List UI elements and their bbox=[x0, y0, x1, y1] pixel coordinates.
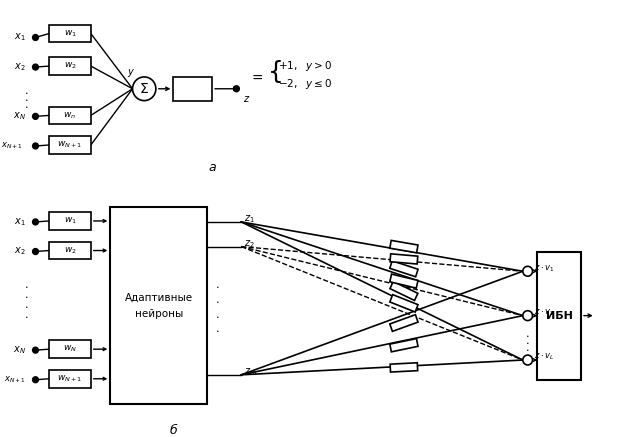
Text: $\cdot$: $\cdot$ bbox=[23, 301, 28, 311]
Text: $\cdot$: $\cdot$ bbox=[215, 326, 219, 336]
Polygon shape bbox=[390, 240, 418, 253]
Text: $\cdot$: $\cdot$ bbox=[526, 330, 530, 340]
Bar bbox=[49, 24, 91, 42]
Circle shape bbox=[33, 249, 38, 254]
Circle shape bbox=[33, 219, 38, 225]
Text: $z$: $z$ bbox=[243, 94, 251, 104]
Text: $\cdot$: $\cdot$ bbox=[215, 296, 219, 306]
Text: $z \cdot v_1$: $z \cdot v_1$ bbox=[534, 263, 555, 274]
Bar bbox=[49, 136, 91, 154]
Text: $+1,$  $y > 0$: $+1,$ $y > 0$ bbox=[278, 59, 332, 73]
Text: $w_2$: $w_2$ bbox=[64, 61, 77, 71]
Text: $w_{N+1}$: $w_{N+1}$ bbox=[57, 374, 83, 384]
Text: $z \cdot v_2$: $z \cdot v_2$ bbox=[534, 307, 555, 318]
Text: $б$: $б$ bbox=[168, 422, 178, 437]
Circle shape bbox=[133, 77, 156, 101]
Bar bbox=[49, 242, 91, 260]
Bar bbox=[49, 212, 91, 230]
Text: $z_1$: $z_1$ bbox=[244, 213, 255, 225]
Polygon shape bbox=[390, 339, 418, 352]
Circle shape bbox=[523, 266, 532, 276]
Text: $\cdot$: $\cdot$ bbox=[23, 311, 28, 321]
Circle shape bbox=[523, 355, 532, 365]
Text: $z_2$: $z_2$ bbox=[244, 238, 255, 250]
Circle shape bbox=[233, 86, 239, 92]
Text: $\cdot$: $\cdot$ bbox=[215, 281, 219, 291]
Text: $\{$: $\{$ bbox=[267, 58, 281, 84]
Text: $\cdot$: $\cdot$ bbox=[526, 344, 530, 354]
Text: ИБН: ИБН bbox=[546, 311, 573, 321]
Polygon shape bbox=[390, 363, 418, 372]
Circle shape bbox=[33, 64, 38, 70]
Text: $\cdot$: $\cdot$ bbox=[23, 87, 28, 97]
Bar bbox=[49, 370, 91, 388]
Text: $w_1$: $w_1$ bbox=[64, 216, 77, 226]
Text: $x_1$: $x_1$ bbox=[14, 216, 26, 228]
Circle shape bbox=[33, 377, 38, 383]
Text: $z_m$: $z_m$ bbox=[244, 366, 257, 378]
Bar bbox=[537, 252, 581, 380]
Text: нейроны: нейроны bbox=[135, 309, 183, 319]
Polygon shape bbox=[390, 315, 418, 331]
Text: $\Sigma$: $\Sigma$ bbox=[139, 82, 149, 96]
Bar bbox=[49, 57, 91, 75]
Text: $w_N$: $w_N$ bbox=[63, 344, 77, 354]
Circle shape bbox=[33, 347, 38, 353]
Circle shape bbox=[523, 311, 532, 321]
Text: $y$: $y$ bbox=[126, 67, 135, 79]
Text: $z \cdot v_L$: $z \cdot v_L$ bbox=[534, 352, 555, 362]
Bar bbox=[49, 107, 91, 124]
Polygon shape bbox=[390, 295, 418, 312]
Text: $w_2$: $w_2$ bbox=[64, 245, 77, 256]
Text: $x_N$: $x_N$ bbox=[13, 111, 26, 122]
Bar bbox=[49, 340, 91, 358]
Bar bbox=[110, 207, 207, 404]
Text: $x_{N+1}$: $x_{N+1}$ bbox=[1, 141, 23, 151]
Text: $\cdot$: $\cdot$ bbox=[23, 291, 28, 301]
Polygon shape bbox=[390, 254, 418, 264]
Text: $w_1$: $w_1$ bbox=[64, 28, 77, 39]
Text: $-2,$  $y \leq 0$: $-2,$ $y \leq 0$ bbox=[278, 77, 332, 91]
Text: $\cdot$: $\cdot$ bbox=[23, 281, 28, 291]
Polygon shape bbox=[390, 261, 418, 277]
Text: $x_2$: $x_2$ bbox=[14, 246, 26, 257]
Text: $x_{N+1}$: $x_{N+1}$ bbox=[4, 375, 26, 385]
Text: $\cdot$: $\cdot$ bbox=[526, 337, 530, 347]
Text: $\cdot$: $\cdot$ bbox=[215, 311, 219, 321]
Circle shape bbox=[33, 35, 38, 41]
Text: $а$: $а$ bbox=[208, 161, 217, 174]
Bar bbox=[173, 77, 212, 101]
Text: $w_{N+1}$: $w_{N+1}$ bbox=[57, 140, 83, 150]
Text: $x_1$: $x_1$ bbox=[14, 31, 26, 43]
Circle shape bbox=[33, 114, 38, 119]
Text: $w_n$: $w_n$ bbox=[64, 110, 77, 121]
Polygon shape bbox=[390, 274, 418, 288]
Text: $\cdot$: $\cdot$ bbox=[23, 101, 28, 111]
Circle shape bbox=[33, 143, 38, 149]
Text: $x_N$: $x_N$ bbox=[13, 344, 26, 356]
Text: $=$: $=$ bbox=[249, 70, 264, 84]
Text: $x_2$: $x_2$ bbox=[14, 61, 26, 73]
Text: Адаптивные: Адаптивные bbox=[125, 293, 193, 303]
Text: $\cdot$: $\cdot$ bbox=[23, 94, 28, 104]
Polygon shape bbox=[390, 281, 418, 301]
